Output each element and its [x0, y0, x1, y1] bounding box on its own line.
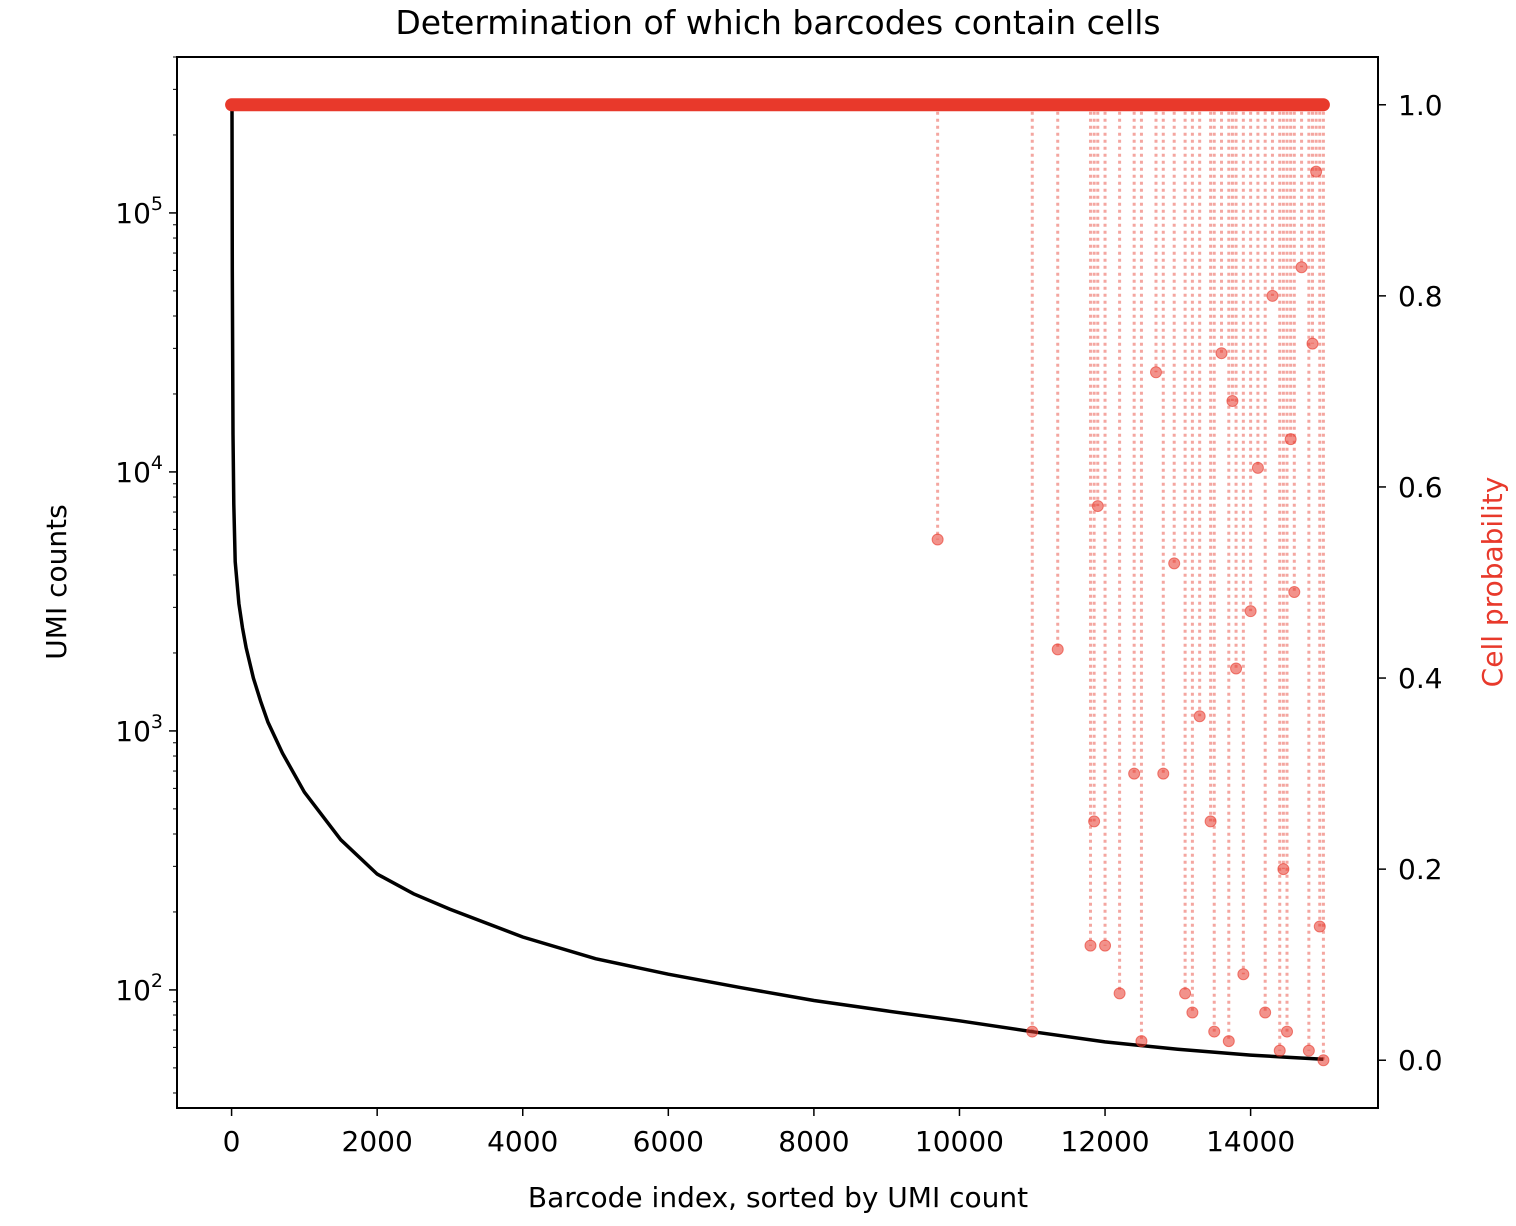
- probability-point: [1313, 920, 1326, 933]
- x-tick-label: 4000: [487, 1125, 558, 1158]
- chart-title: Determination of which barcodes contain …: [395, 3, 1160, 42]
- probability-point: [931, 533, 944, 546]
- probability-point: [1244, 605, 1257, 618]
- probability-point: [1099, 939, 1112, 952]
- probability-point: [1193, 710, 1206, 723]
- probability-point: [1288, 586, 1301, 599]
- x-tick-label: 2000: [342, 1125, 413, 1158]
- x-axis-label: Barcode index, sorted by UMI count: [528, 1181, 1028, 1214]
- y2-tick-label: 0.0: [1398, 1044, 1443, 1077]
- plot-frame: [176, 56, 1379, 1109]
- probability-point: [1091, 500, 1104, 513]
- x-axis: 0 2000 4000 6000 8000 10000 12000 14000: [223, 1108, 1295, 1158]
- probability-point: [1251, 461, 1264, 474]
- probability-point: [1088, 815, 1101, 828]
- probability-point: [1284, 433, 1297, 446]
- probability-point: [1157, 767, 1170, 780]
- y2-tick-label: 0.2: [1398, 853, 1443, 886]
- y2-tick-label: 0.6: [1398, 471, 1443, 504]
- probability-point: [1208, 1025, 1221, 1038]
- y-tick-label: 103: [115, 711, 163, 748]
- umi-count-line: [229, 101, 1324, 1061]
- probability-point: [1277, 863, 1290, 876]
- probability-point: [1135, 1035, 1148, 1048]
- probability-point: [1026, 1025, 1039, 1038]
- y2-tick-label: 0.4: [1398, 662, 1443, 695]
- probability-point: [1237, 968, 1250, 981]
- y2-axis-label: Cell probability: [1476, 477, 1509, 688]
- y-tick-label: 104: [115, 452, 163, 489]
- y-axis-right: 0.0 0.2 0.4 0.6 0.8 1.0: [1378, 89, 1443, 1077]
- probability-point: [1226, 394, 1239, 407]
- probability-stems: [936, 104, 1325, 1061]
- probability-point: [1215, 347, 1228, 360]
- y2-tick-label: 0.8: [1398, 280, 1443, 313]
- probability-point: [1051, 643, 1064, 656]
- probability-point: [1306, 337, 1319, 350]
- probability-point: [1302, 1044, 1315, 1057]
- probability-point: [1113, 987, 1126, 1000]
- probability-point: [1149, 366, 1162, 379]
- x-tick-label: 12000: [1061, 1125, 1150, 1158]
- x-tick-label: 10000: [915, 1125, 1004, 1158]
- probability-point: [1186, 1006, 1199, 1019]
- probability-point: [1230, 662, 1243, 675]
- probability-layer: [225, 98, 1330, 1067]
- probability-point: [1179, 987, 1192, 1000]
- x-tick-label: 8000: [778, 1125, 849, 1158]
- probability-point: [1222, 1035, 1235, 1048]
- probability-point: [1273, 1044, 1286, 1057]
- y-tick-label: 105: [115, 193, 163, 230]
- probability-point: [1259, 1006, 1272, 1019]
- y-tick-label: 102: [115, 970, 163, 1007]
- x-tick-label: 6000: [633, 1125, 704, 1158]
- probability-point: [1317, 1054, 1330, 1067]
- y-axis-label: UMI counts: [40, 504, 73, 659]
- x-tick-label: 0: [223, 1125, 241, 1158]
- probability-point: [1295, 261, 1308, 274]
- probability-point: [1266, 289, 1279, 302]
- y2-tick-label: 1.0: [1398, 89, 1443, 122]
- x-tick-label: 14000: [1206, 1125, 1295, 1158]
- probability-point: [1128, 767, 1141, 780]
- probability-point: [1310, 165, 1323, 178]
- y-axis-left: 102 103 104 105: [115, 56, 177, 1094]
- probability-point: [1084, 939, 1097, 952]
- umi-curve-layer: [229, 101, 1324, 1061]
- probability-point: [1281, 1025, 1294, 1038]
- probability-point: [1168, 557, 1181, 570]
- probability-point: [1204, 815, 1217, 828]
